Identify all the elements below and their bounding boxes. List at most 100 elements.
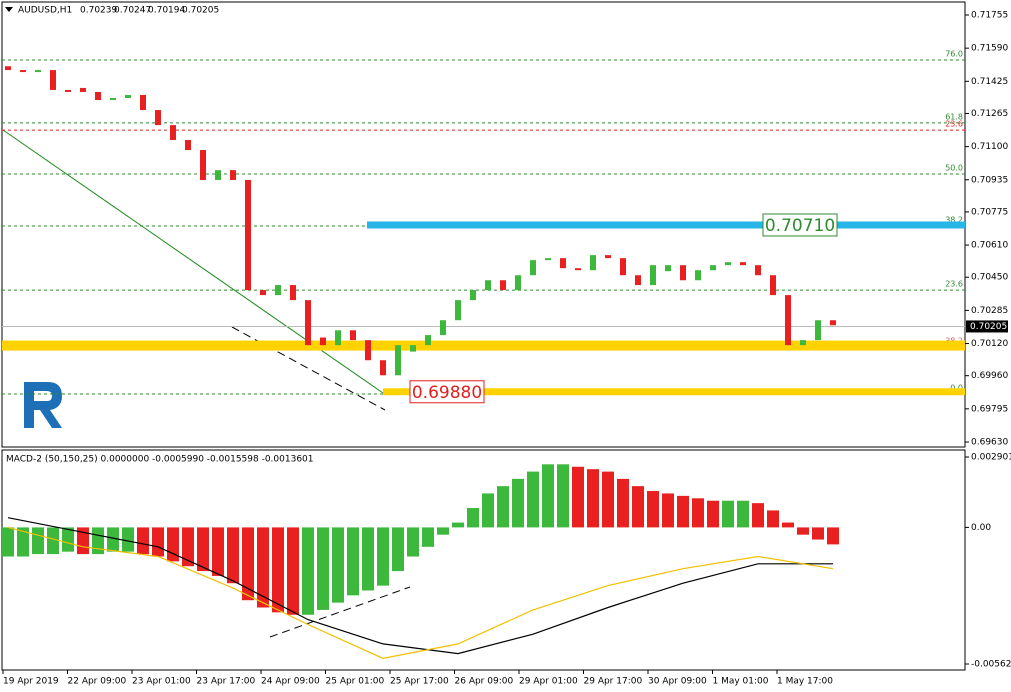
macd-bar [482, 493, 494, 528]
candle [440, 320, 446, 336]
fib-label: 76.0 [945, 50, 963, 59]
y-tick-label: 0.69795 [971, 404, 1008, 414]
x-tick-label: 25 Apr 17:00 [390, 677, 449, 687]
candle [35, 70, 41, 73]
candle [215, 170, 221, 180]
macd-bar [32, 527, 44, 555]
y-tick-label: 0.69960 [971, 371, 1008, 381]
candle [200, 150, 206, 180]
macd-bar [812, 527, 824, 540]
macd-bar [767, 510, 779, 528]
macd-bar [167, 527, 179, 562]
macd-bar [782, 522, 794, 528]
macd-bar [197, 527, 209, 572]
macd-bar [752, 503, 764, 528]
macd-bar [827, 527, 839, 545]
macd-bar [122, 527, 134, 552]
candle [605, 255, 611, 259]
macd-bar [437, 527, 449, 535]
band [383, 388, 965, 396]
macd-bar [272, 527, 284, 613]
candle [335, 330, 341, 346]
candle [80, 87, 86, 92]
candle [650, 265, 656, 286]
macd-bar [182, 527, 194, 567]
candle [50, 70, 56, 90]
header-value: 0.70239 [80, 6, 117, 16]
candle [290, 285, 296, 301]
header-value: 0.70247 [114, 6, 151, 16]
macd-bar [287, 527, 299, 615]
macd-bar [92, 527, 104, 555]
candle [320, 337, 326, 346]
band [2, 340, 965, 351]
x-tick-label: 30 Apr 09:00 [648, 677, 707, 687]
macd-bar [452, 522, 464, 528]
macd-bar [467, 507, 479, 528]
candle [470, 290, 476, 301]
candle [770, 275, 776, 296]
fib-label: 50.0 [945, 163, 963, 172]
macd-bar [362, 527, 374, 591]
macd-bar [62, 527, 74, 552]
candle [485, 280, 491, 291]
candle [635, 275, 641, 286]
header-value: 0.70194 [148, 6, 185, 16]
macd-bar [722, 500, 734, 528]
candle [815, 320, 821, 341]
macd-bar [632, 486, 644, 528]
y-tick-label: 0.70935 [971, 175, 1008, 185]
macd-bar [512, 478, 524, 528]
header-value: 0.70205 [182, 6, 219, 16]
band-label: 0.70710 [765, 216, 835, 236]
fib-label: 0.0 [950, 383, 963, 392]
candle [515, 275, 521, 291]
band-label-box [409, 380, 485, 404]
fib-label: 61.8 [945, 112, 963, 121]
y-tick-label: 0.71590 [971, 44, 1008, 54]
x-tick-label: 29 Apr 17:00 [584, 677, 643, 687]
y-tick-label: 0.71100 [971, 142, 1008, 152]
macd-bar [677, 495, 689, 528]
candle [230, 170, 236, 180]
y-tick-label: 0.70120 [971, 339, 1008, 349]
candle [170, 125, 176, 140]
candle [575, 268, 581, 271]
candle [680, 265, 686, 281]
fib-label: 23.6 [945, 120, 963, 129]
candle [800, 340, 806, 346]
candle [785, 295, 791, 346]
candle [410, 345, 416, 352]
candle [665, 265, 671, 272]
macd-bar [557, 464, 569, 528]
macd-bar [17, 527, 29, 557]
candle [155, 110, 161, 126]
macd-line [7, 517, 833, 655]
macd-divergence-line [269, 586, 411, 638]
candle [590, 255, 596, 271]
fib-label: 38.2 [945, 215, 963, 224]
macd-bar [587, 469, 599, 528]
x-tick-label: 23 Apr 17:00 [197, 677, 256, 687]
fib-label: 23.6 [945, 280, 963, 289]
macd-title: MACD-2 (50,150,25) 0.0000000 -0.0005990 … [6, 455, 314, 465]
candle [305, 300, 311, 346]
x-tick-label: 25 Apr 01:00 [326, 677, 385, 687]
candle [380, 360, 386, 376]
macd-bar [377, 527, 389, 586]
header-arrow [5, 7, 13, 12]
macd-bar [302, 527, 314, 615]
last-price-tag [966, 320, 1008, 333]
candle [110, 97, 116, 100]
macd-bar [572, 466, 584, 528]
candle [65, 89, 71, 92]
candle [620, 258, 626, 276]
y-tick-label: 0.70450 [971, 273, 1008, 283]
macd-bar [392, 527, 404, 572]
macd-bar [257, 527, 269, 608]
macd-bar [422, 527, 434, 547]
candle [695, 270, 701, 281]
macd-bar [692, 498, 704, 528]
candle [95, 91, 101, 100]
